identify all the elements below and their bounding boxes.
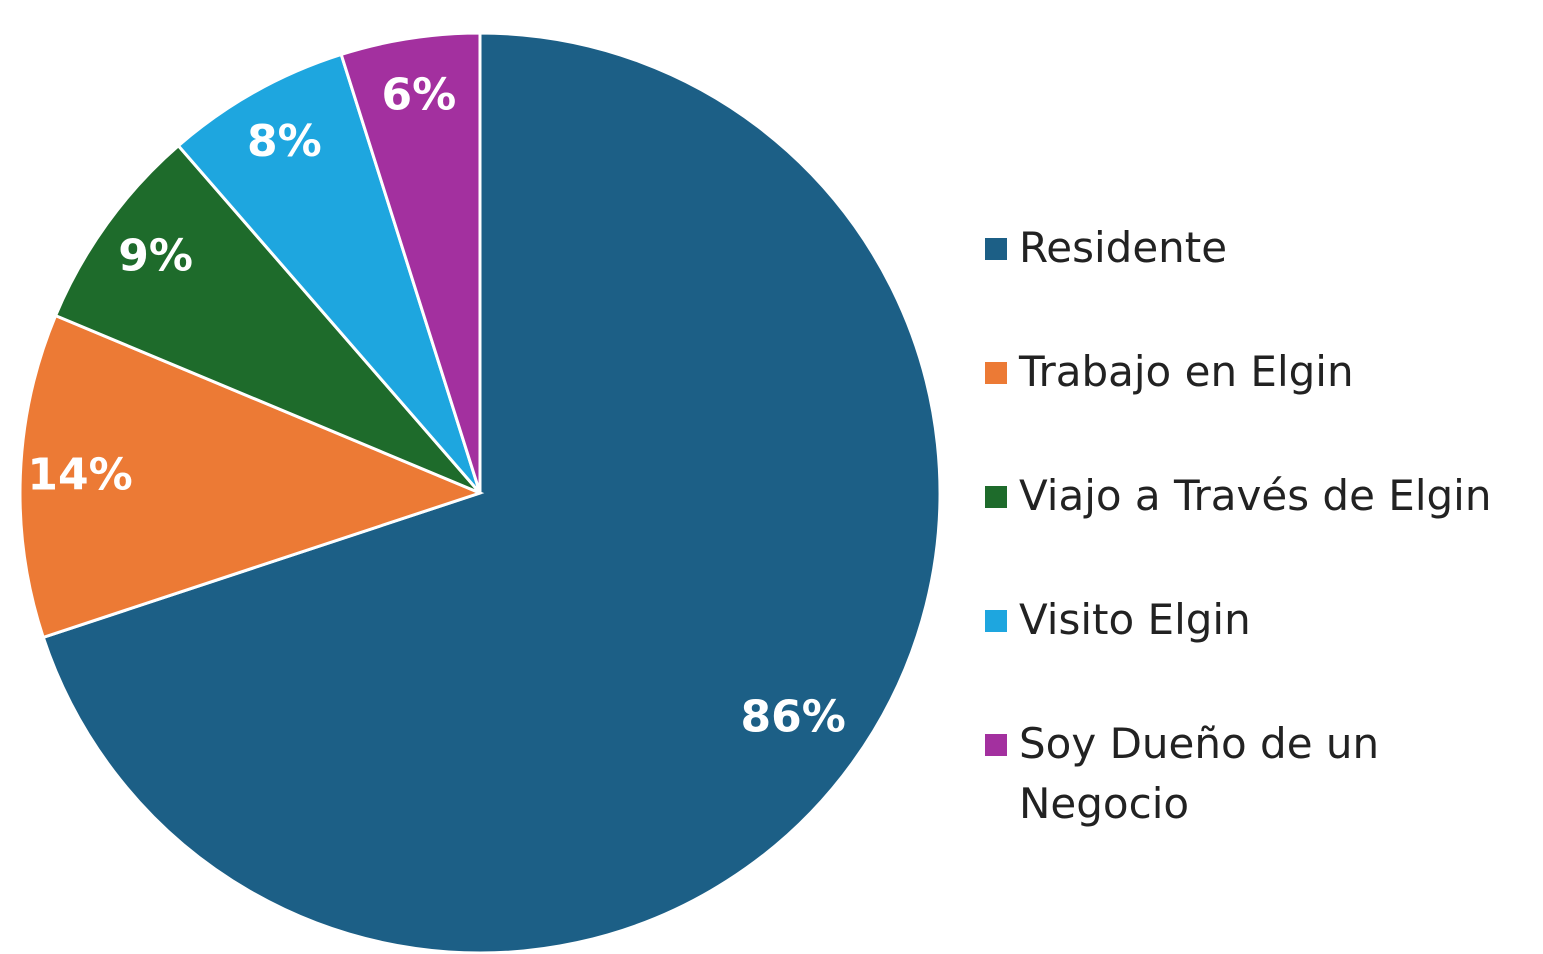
legend-swatch [985, 610, 1007, 632]
legend-item: Viajo a Través de Elgin [985, 466, 1491, 590]
legend-label: Viajo a Través de Elgin [1019, 471, 1492, 520]
value-label: 14% [27, 450, 132, 501]
legend-swatch [985, 238, 1007, 260]
legend-swatch [985, 734, 1007, 756]
value-label: 9% [118, 231, 193, 282]
legend-item: Soy Dueño de un Negocio [985, 714, 1491, 838]
legend-label: Residente [1019, 223, 1228, 272]
legend-label: Visito Elgin [1019, 595, 1251, 644]
legend-label: Soy Dueño de un Negocio [1019, 719, 1380, 828]
chart: 86% 14% 9% 8% 6% [18, 31, 940, 954]
value-label: 86% [741, 691, 846, 742]
pie-slice [339, 31, 482, 494]
legend-label: Trabajo en Elgin [1019, 347, 1354, 396]
legend-swatch [985, 486, 1007, 508]
legend-swatch [985, 362, 1007, 384]
pie-slice [53, 143, 482, 495]
value-label: 6% [382, 69, 457, 120]
legend: Residente Trabajo en Elgin Viajo a Través … [985, 218, 1491, 838]
pie-slice [176, 52, 482, 494]
legend-item: Trabajo en Elgin [985, 342, 1491, 466]
value-label: 8% [247, 116, 322, 167]
pie-slice [41, 31, 940, 954]
legend-item: Residente [985, 218, 1491, 342]
pie-slice [18, 313, 485, 640]
legend-item: Visito Elgin [985, 590, 1491, 714]
